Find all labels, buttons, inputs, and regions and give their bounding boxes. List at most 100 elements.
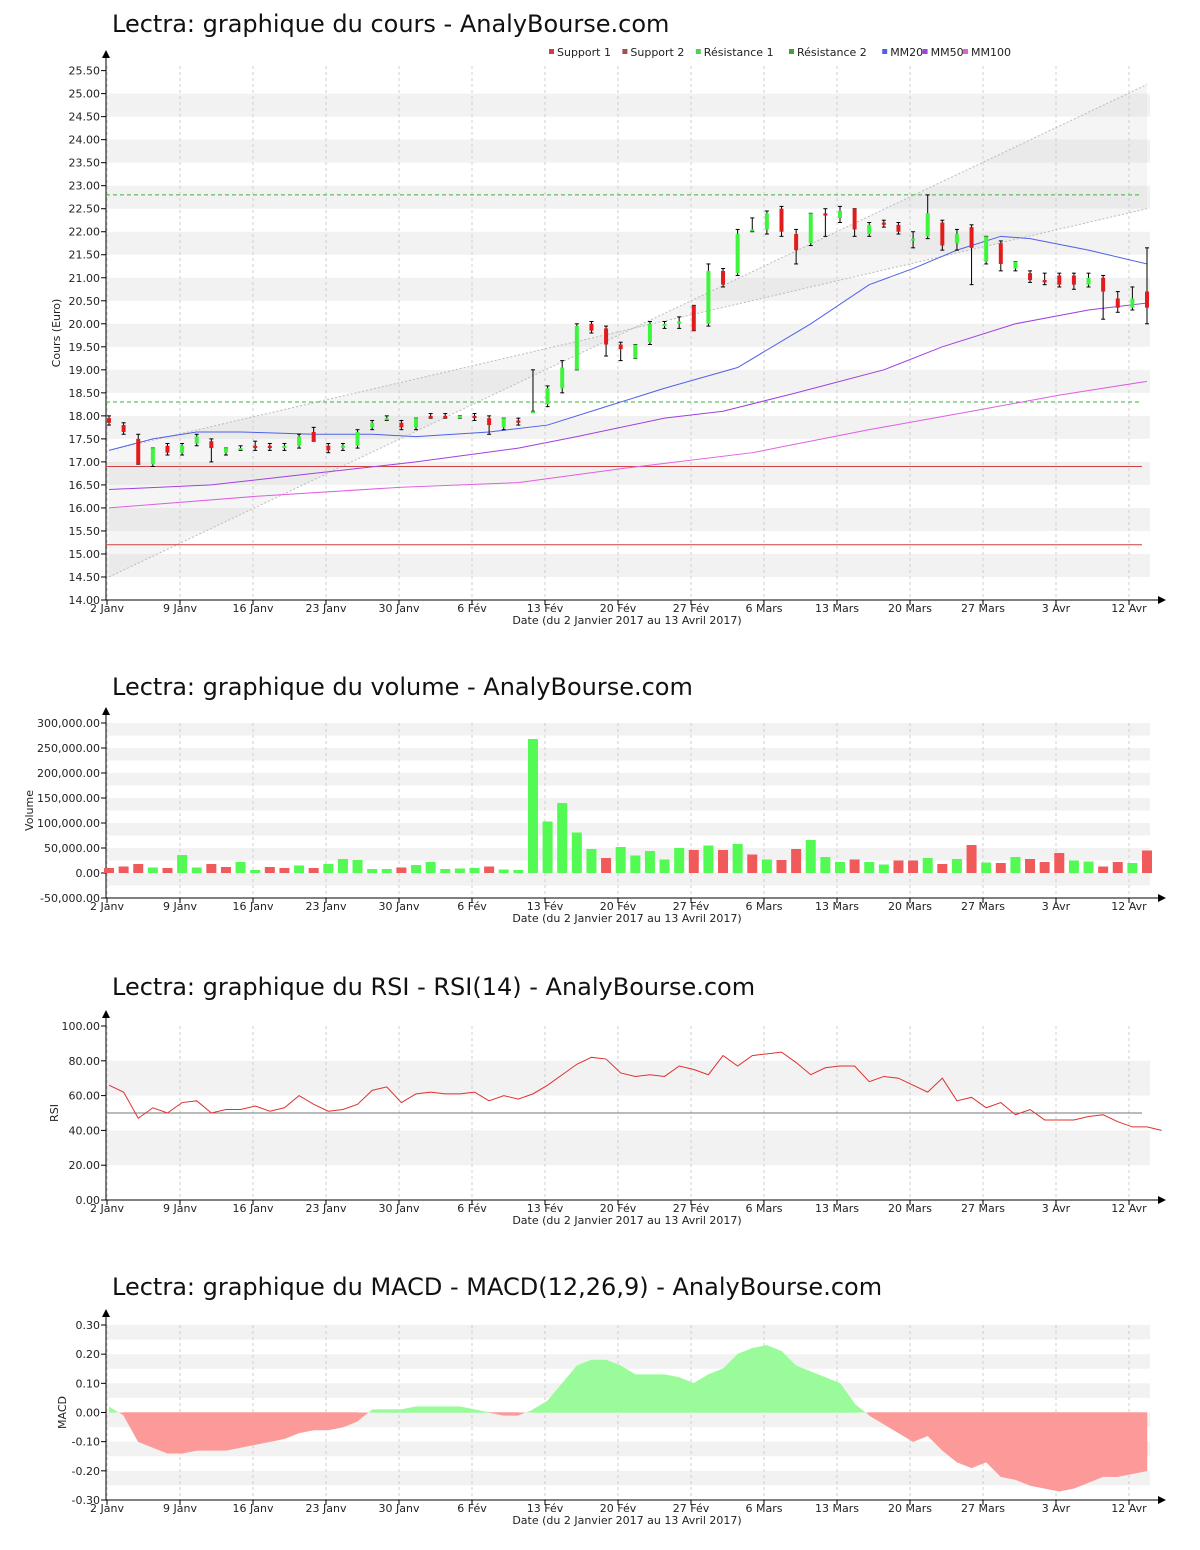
volume-bar: [1039, 862, 1050, 873]
volume-bar: [1010, 857, 1021, 873]
volume-bar: [966, 845, 977, 873]
volume-bar: [747, 854, 758, 873]
candle-body: [837, 211, 842, 218]
candle-body: [545, 388, 550, 405]
volume-bar: [162, 868, 173, 873]
macd-area-segment: [357, 1412, 369, 1422]
macd-area-segment: [576, 1359, 592, 1413]
price-chart: 2 Janv 9 Janv 16 Janv 23 Janv 30 Janv 6 Fév 13…: [50, 46, 1166, 627]
macd-area-segment: [766, 1345, 782, 1413]
legend-label: MM20: [890, 46, 923, 59]
volume-bar: [294, 865, 305, 873]
rsi-panel: Lectra: graphique du RSI - RSI(14) - Ana…: [0, 973, 1200, 1235]
macd-area-segment: [620, 1365, 636, 1413]
rsi-ytick-label: 100.00: [62, 1020, 101, 1033]
price-ytick-label: 15.50: [69, 525, 101, 538]
macd-area-segment: [284, 1412, 300, 1440]
macd-xtick-label: 20 Fév: [600, 1502, 637, 1515]
macd-xtick-label: 3 Avr: [1042, 1502, 1071, 1515]
rsi-ytick-label: 80.00: [69, 1055, 101, 1068]
volume-bar: [206, 864, 217, 873]
macd-xtick-label: 16 Janv: [233, 1502, 274, 1515]
candle-body: [1145, 291, 1149, 308]
candle-body: [954, 234, 959, 244]
candle-body: [297, 436, 302, 446]
volume-bar: [484, 866, 495, 873]
macd-area-segment: [1088, 1412, 1104, 1483]
rsi-ytick-label: 60.00: [69, 1090, 101, 1103]
price-chart-title: Lectra: graphique du cours - AnalyBourse…: [112, 10, 670, 38]
macd-area-segment: [635, 1374, 651, 1413]
volume-bar: [1112, 862, 1123, 873]
macd-area-segment: [664, 1374, 680, 1413]
legend-label: MM100: [971, 46, 1011, 59]
volume-bar: [1054, 853, 1065, 873]
volume-ylabel: Volume: [23, 790, 36, 831]
rsi-band: [106, 1130, 1150, 1166]
volume-band: [106, 723, 1150, 736]
volume-bar: [732, 844, 743, 873]
price-ytick-label: 14.00: [69, 594, 101, 607]
macd-area-segment: [854, 1403, 866, 1413]
candle-body: [370, 422, 375, 428]
price-channel-lower: [108, 208, 1148, 451]
price-ytick-label: 23.00: [69, 180, 101, 193]
legend-swatch: [789, 49, 794, 54]
volume-bar: [381, 869, 392, 873]
volume-xtick-label: 30 Janv: [379, 900, 420, 913]
volume-bar: [893, 860, 904, 873]
volume-xtick-label: 6 Mars: [746, 900, 783, 913]
candle-body: [209, 441, 214, 449]
volume-bar: [615, 847, 626, 873]
candle-body: [355, 431, 360, 446]
legend-swatch: [963, 49, 968, 54]
rsi-ytick-label: 0.00: [76, 1194, 101, 1207]
price-channel-upper: [108, 83, 1148, 578]
candle-body: [896, 224, 901, 232]
volume-ytick-label: -50,000.00: [40, 892, 100, 905]
volume-bar: [454, 868, 465, 873]
candle-body: [399, 422, 404, 428]
candle-body: [1042, 280, 1047, 283]
candle-body: [223, 448, 228, 453]
candle-body: [340, 445, 345, 449]
macd-area-segment: [225, 1412, 241, 1451]
volume-bar: [1083, 861, 1094, 873]
volume-bar: [133, 864, 144, 873]
macd-xtick-label: 20 Mars: [888, 1502, 932, 1515]
macd-band: [106, 1470, 1150, 1486]
rsi-ytick-label: 40.00: [69, 1124, 101, 1137]
rsi-xtick-label: 6 Mars: [746, 1202, 783, 1215]
volume-bar: [644, 851, 655, 873]
macd-chart: 2 Janv 9 Janv 16 Janv 23 Janv 30 Janv 6 Fév 13…: [56, 1309, 1166, 1527]
volume-bar: [1142, 850, 1152, 873]
volume-band: [106, 748, 1150, 761]
legend-label: Support 2: [630, 46, 684, 59]
candle-body: [282, 445, 287, 449]
volume-bar: [337, 859, 348, 873]
macd-area-segment: [985, 1412, 1002, 1478]
macd-area-segment: [737, 1347, 753, 1413]
candle-body: [238, 448, 243, 451]
candle-body: [1013, 261, 1018, 269]
macd-area-segment: [1102, 1412, 1119, 1477]
macd-x-arrow: [1158, 1496, 1166, 1504]
volume-xtick-label: 27 Mars: [961, 900, 1005, 913]
macd-xlabel: Date (du 2 Janvier 2017 au 13 Avril 2017…: [512, 1514, 741, 1527]
volume-bar: [1025, 859, 1036, 873]
volume-y-arrow: [102, 707, 110, 715]
macd-area-segment: [430, 1406, 446, 1413]
price-ytick-label: 14.50: [69, 571, 101, 584]
price-band: [106, 277, 1150, 301]
price-xtick-label: 13 Mars: [815, 602, 859, 615]
volume-bar: [922, 858, 933, 873]
candle-body: [1101, 277, 1106, 292]
macd-area-segment: [810, 1371, 826, 1413]
macd-area-segment: [605, 1359, 621, 1413]
candle-body: [618, 344, 623, 350]
candle-body: [647, 323, 652, 343]
macd-ylabel: MACD: [56, 1396, 69, 1429]
price-xtick-label: 27 Fév: [673, 602, 710, 615]
macd-area-segment: [1117, 1412, 1133, 1477]
price-xtick-label: 30 Janv: [379, 602, 420, 615]
